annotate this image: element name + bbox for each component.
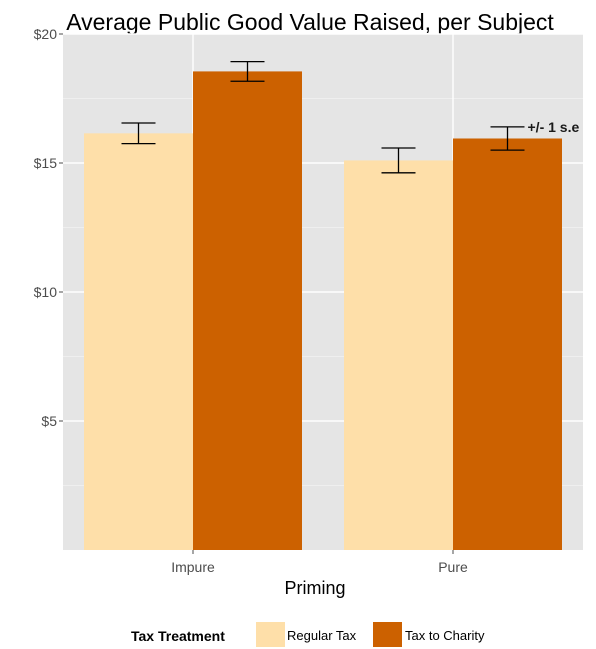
bar [453,138,562,551]
chart-title: Average Public Good Value Raised, per Su… [66,9,554,35]
bar [344,160,453,551]
x-axis-title: Priming [284,578,345,598]
bar [193,71,302,550]
y-tick-label: $20 [34,26,58,42]
error-bars [121,60,525,174]
x-axis: Impure Pure [171,550,468,575]
legend-label: Tax to Charity [405,628,485,643]
x-tick-label: Pure [438,559,468,575]
y-axis: $5 $10 $15 $20 [34,26,63,429]
bars [84,71,562,551]
legend-label: Regular Tax [287,628,357,643]
bar [84,133,193,550]
legend-title: Tax Treatment [131,628,225,644]
x-tick-label: Impure [171,559,215,575]
y-tick-label: $10 [34,284,58,300]
se-annotation: +/- 1 s.e [528,119,580,135]
legend-swatch [373,622,402,647]
y-tick-label: $5 [41,413,57,429]
y-tick-label: $15 [34,155,58,171]
legend: Tax Treatment Regular Tax Tax to Charity [131,622,485,647]
legend-swatch [256,622,285,647]
